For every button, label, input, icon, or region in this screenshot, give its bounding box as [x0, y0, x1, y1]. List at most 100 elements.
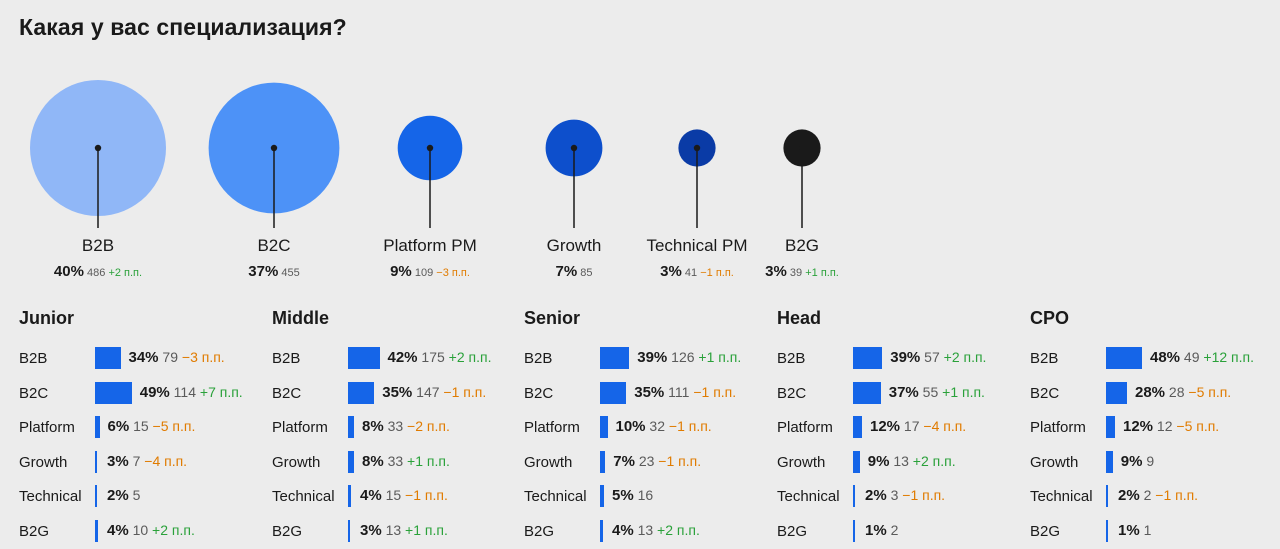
row-value: 4% 13 +2 п.п.: [612, 522, 700, 539]
bubble-stats: 40% 486 +2 п.п.: [0, 263, 198, 280]
row-count: 32: [649, 418, 665, 435]
level-row: B2G 1% 1: [1030, 519, 1280, 545]
row-percent: 1%: [1118, 522, 1140, 539]
row-value: 8% 33 +1 п.п.: [362, 453, 450, 470]
row-label: Technical: [524, 488, 587, 506]
level-column-middle: Middle B2B 42% 175 +2 п.п. B2C 35% 147 −1 п.…: [272, 306, 525, 546]
row-value: 6% 15 −5 п.п.: [108, 418, 196, 435]
row-delta: +2 п.п.: [912, 452, 956, 469]
row-label: Technical: [777, 488, 840, 506]
row-count: 23: [638, 452, 655, 469]
row-label: Technical: [272, 488, 335, 506]
row-value: 48% 49 +12 п.п.: [1150, 349, 1254, 366]
row-percent: 2%: [865, 487, 887, 505]
row-value: 1% 1: [1118, 522, 1151, 539]
row-count: 15: [133, 418, 149, 435]
level-row: B2C 28% 28 −5 п.п.: [1030, 381, 1280, 407]
bubble-category-label: Growth: [546, 236, 602, 255]
row-bar: [1106, 485, 1108, 508]
row-value: 34% 79 −3 п.п.: [129, 349, 225, 366]
row-count: 2: [890, 522, 899, 538]
row-value: 5% 16: [612, 487, 653, 504]
row-bar: [95, 485, 97, 508]
level-row: Technical 2% 5: [19, 484, 272, 510]
row-count: 147: [416, 383, 440, 400]
page-title: Какая у вас специализация?: [19, 14, 347, 40]
row-value: 2% 2 −1 п.п.: [1118, 487, 1198, 504]
row-percent: 39%: [637, 349, 668, 366]
bubble-center-dot: [270, 144, 278, 152]
row-percent: 2%: [1118, 487, 1140, 505]
row-count: 13: [893, 452, 909, 469]
row-percent: 12%: [870, 418, 901, 436]
row-label: B2B: [777, 350, 806, 367]
row-bar: [853, 450, 860, 473]
row-count: 13: [385, 522, 402, 538]
row-delta: −5 п.п.: [1176, 418, 1220, 435]
row-count: 12: [1156, 418, 1173, 435]
bubble-percent: 3%: [765, 263, 787, 280]
row-label: Technical: [19, 488, 82, 506]
row-value: 39% 57 +2 п.п.: [890, 349, 986, 366]
row-value: 2% 5: [107, 487, 140, 504]
row-percent: 10%: [615, 418, 646, 436]
row-label: Platform: [272, 419, 328, 437]
row-value: 8% 33 −2 п.п.: [362, 418, 450, 435]
row-label: B2B: [1030, 350, 1059, 367]
row-delta: +1 п.п.: [942, 383, 985, 400]
row-bar: [95, 450, 98, 473]
row-bar: [1106, 520, 1108, 542]
level-row: Platform 10% 32 −1 п.п.: [524, 415, 777, 441]
row-bar: [1106, 381, 1127, 404]
level-title: CPO: [1030, 308, 1070, 328]
row-label: B2B: [272, 350, 301, 367]
row-percent: 42%: [387, 349, 418, 366]
row-percent: 7%: [613, 452, 635, 470]
bubble-count: 39: [789, 267, 803, 279]
row-bar: [853, 416, 862, 439]
row-percent: 37%: [888, 383, 919, 401]
bubble-center-dot: [94, 144, 102, 152]
row-bar: [853, 485, 855, 508]
level-row: B2B 42% 175 +2 п.п.: [272, 346, 525, 372]
bubble-percent: 7%: [555, 263, 578, 280]
row-percent: 35%: [382, 383, 413, 401]
row-bar: [853, 520, 855, 542]
row-bar: [95, 520, 98, 542]
row-bar: [600, 450, 606, 473]
bubble-percent: 9%: [390, 263, 412, 280]
bubble-count: 455: [281, 267, 300, 279]
row-percent: 9%: [867, 452, 890, 470]
row-bar: [600, 520, 603, 542]
row-percent: 49%: [139, 383, 170, 401]
level-column-cpo: CPO B2B 48% 49 +12 п.п. B2C 28% 28 −5 п.п. Pl…: [1030, 306, 1280, 546]
row-label: Growth: [1030, 453, 1079, 471]
bubble-count: 486: [87, 267, 106, 279]
level-row: Growth 8% 33 +1 п.п.: [272, 450, 525, 476]
row-delta: −1 п.п.: [668, 418, 712, 435]
level-title: Head: [777, 308, 822, 328]
row-delta: +1 п.п.: [407, 452, 450, 469]
row-count: 3: [890, 487, 899, 504]
row-delta: −5 п.п.: [152, 418, 196, 435]
row-value: 37% 55 +1 п.п.: [889, 384, 985, 401]
row-percent: 34%: [128, 349, 159, 366]
row-bar: [1106, 450, 1113, 473]
row-percent: 2%: [107, 487, 129, 505]
row-label: B2G: [1030, 523, 1061, 540]
bubble-center-dot: [426, 144, 434, 152]
row-percent: 48%: [1150, 349, 1181, 366]
row-label: Technical: [1030, 488, 1093, 506]
row-bar: [95, 347, 121, 369]
row-label: Platform: [19, 419, 75, 437]
level-column-senior: Senior B2B 39% 126 +1 п.п. B2C 35% 111 −1 п.…: [524, 306, 777, 546]
row-label: B2C: [1030, 384, 1060, 402]
level-row: B2G 1% 2: [777, 519, 1030, 545]
bubble-category-label: Technical PM: [646, 236, 748, 255]
level-column-head: Head B2B 39% 57 +2 п.п. B2C 37% 55 +1 п.п. Pl…: [777, 306, 1030, 546]
level-row: Growth 7% 23 −1 п.п.: [524, 450, 777, 476]
bubble-count: 85: [580, 267, 593, 279]
row-count: 10: [132, 522, 149, 538]
row-label: B2B: [524, 350, 553, 367]
